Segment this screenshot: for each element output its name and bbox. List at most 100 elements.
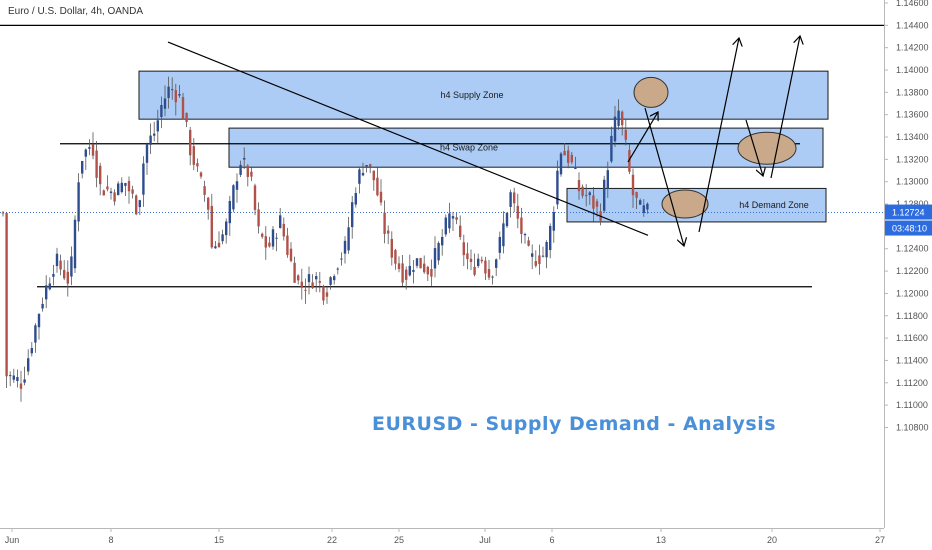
candle-body <box>109 191 113 194</box>
projection-arrow <box>745 119 763 176</box>
analysis-title: EURUSD - Supply Demand - Analysis <box>372 413 777 435</box>
price-tick-label: 1.14600 <box>896 0 929 8</box>
candle-body <box>293 262 296 283</box>
candle-body <box>318 281 321 283</box>
price-tick-label: 1.13600 <box>896 110 929 120</box>
candle-body <box>639 200 642 205</box>
candle-body <box>315 276 318 280</box>
candle-body <box>538 255 541 265</box>
candle-body <box>347 227 350 251</box>
time-tick-label: 8 <box>108 535 113 545</box>
candle-body <box>541 255 545 257</box>
candle-body <box>340 258 343 260</box>
candle-body <box>268 242 271 247</box>
candle-body <box>466 253 469 260</box>
candle-body <box>81 160 84 174</box>
candle-body <box>160 105 163 118</box>
candle-body <box>41 303 44 309</box>
candle-body <box>343 240 347 254</box>
candle-body <box>279 215 282 228</box>
candle-body <box>577 180 581 192</box>
candle-body <box>613 116 617 142</box>
candle-body <box>376 177 379 196</box>
candle-body <box>390 238 393 258</box>
zone-label: h4 Swap Zone <box>440 143 498 153</box>
candle-body <box>307 274 311 283</box>
candle-body <box>487 269 491 278</box>
candle-body <box>5 212 8 377</box>
candle-body <box>16 377 19 382</box>
candle-body <box>628 150 631 172</box>
candle-body <box>567 150 570 163</box>
projection-arrow <box>770 36 800 179</box>
candle-body <box>34 325 37 343</box>
candle-body <box>372 170 375 181</box>
trendline <box>167 41 649 236</box>
candle-body <box>235 181 239 190</box>
candle-body <box>459 225 462 238</box>
candle-body <box>509 192 512 207</box>
candle-body <box>120 182 123 193</box>
candle-body <box>444 217 447 235</box>
candle-body <box>495 259 498 268</box>
time-tick-label: 27 <box>875 535 885 545</box>
price-tick-label: 1.13400 <box>896 132 929 142</box>
candle-body <box>297 275 300 281</box>
candle-body <box>207 197 210 210</box>
candle-body <box>77 182 80 222</box>
candle-body <box>153 133 156 136</box>
candle-body <box>304 289 307 291</box>
candle-body <box>91 144 95 156</box>
candle-body <box>189 130 192 156</box>
candle-body <box>124 183 127 186</box>
countdown-badge-value: 03:48:10 <box>892 224 927 234</box>
price-tick-label: 1.14000 <box>896 65 929 75</box>
projection-arrow <box>627 112 658 163</box>
projection-arrow <box>698 38 739 233</box>
candle-body <box>419 258 422 269</box>
candle-body <box>203 186 206 195</box>
candle-body <box>322 286 325 301</box>
candle-body <box>12 375 15 380</box>
candle-body <box>354 192 357 205</box>
candle-body <box>127 180 131 192</box>
time-tick-label: 22 <box>327 535 337 545</box>
candle-body <box>300 281 303 288</box>
candle-body <box>253 185 257 210</box>
candle-body <box>610 135 613 162</box>
candle-body <box>243 157 246 160</box>
projection-arrow <box>644 107 684 246</box>
candle-body <box>423 263 426 273</box>
candle-body <box>570 154 573 163</box>
candle-body <box>27 358 30 372</box>
candle-body <box>437 242 440 261</box>
candle-body <box>171 89 174 91</box>
candle-body <box>369 164 372 167</box>
candle-body <box>196 163 199 167</box>
candle-body <box>221 234 224 242</box>
candle-body <box>55 253 59 267</box>
candle-body <box>257 209 260 227</box>
price-tick-label: 1.11000 <box>896 400 928 410</box>
candle-body <box>549 226 552 250</box>
candle-body <box>642 205 645 213</box>
candle-body <box>624 129 627 140</box>
candle-body <box>95 150 98 178</box>
candle-body <box>462 242 465 256</box>
candle-body <box>99 165 102 185</box>
candle-body <box>228 200 231 224</box>
candle-body <box>232 185 235 210</box>
time-tick-label: 13 <box>656 535 666 545</box>
candle-body <box>588 192 591 196</box>
candle-body <box>19 383 23 389</box>
candle-body <box>286 235 289 255</box>
zone-box <box>138 70 829 120</box>
candle-body <box>167 86 170 98</box>
target-ellipse <box>661 189 709 219</box>
candle-body <box>469 258 473 263</box>
candle-body <box>473 266 476 275</box>
candle-body <box>275 237 278 239</box>
time-tick-label: 6 <box>549 535 554 545</box>
price-tick-label: 1.11800 <box>896 311 928 321</box>
